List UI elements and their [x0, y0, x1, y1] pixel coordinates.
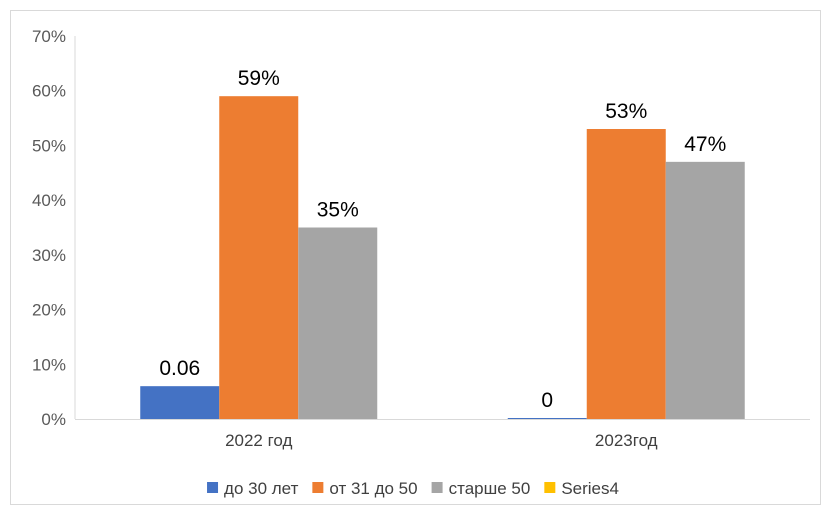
legend-swatch	[207, 482, 219, 493]
y-tick-label: 0%	[41, 410, 66, 429]
legend-label: до 30 лет	[224, 479, 299, 498]
y-tick-label: 30%	[32, 246, 66, 265]
data-label: 35%	[317, 199, 359, 222]
y-tick-label: 40%	[32, 191, 66, 210]
bar	[586, 129, 666, 419]
data-label: 47%	[684, 133, 726, 156]
y-tick-label: 60%	[32, 82, 66, 101]
y-tick-label: 20%	[32, 301, 66, 320]
bar	[140, 386, 220, 419]
data-label: 0	[541, 389, 553, 412]
legend-swatch	[544, 482, 556, 493]
bar	[219, 96, 299, 419]
data-label: 59%	[238, 67, 280, 90]
data-label: 0.06	[159, 357, 200, 380]
y-axis: 0% 10% 20% 30% 40% 50% 60% 70%	[32, 27, 76, 429]
bar	[665, 161, 745, 420]
x-category-label: 2023год	[595, 431, 658, 450]
y-tick-label: 10%	[32, 355, 66, 374]
legend-label: от 31 до 50	[329, 479, 417, 498]
bar	[298, 227, 378, 419]
x-axis: 2022 год 2023год	[75, 419, 810, 450]
legend-swatch	[312, 482, 324, 493]
legend-label: старше 50	[449, 479, 531, 498]
data-label: 53%	[605, 100, 647, 123]
legend-label: Series4	[561, 479, 619, 498]
y-tick-label: 70%	[32, 27, 66, 46]
data-labels-group: 0.06 59% 35% 0 53% 47%	[159, 67, 726, 412]
y-tick-label: 50%	[32, 136, 66, 155]
bars-group	[140, 96, 745, 420]
x-category-label: 2022 год	[225, 431, 292, 450]
bar	[507, 418, 587, 419]
legend-swatch	[431, 482, 443, 493]
legend: до 30 лет от 31 до 50 старше 50 Series4	[207, 479, 619, 498]
